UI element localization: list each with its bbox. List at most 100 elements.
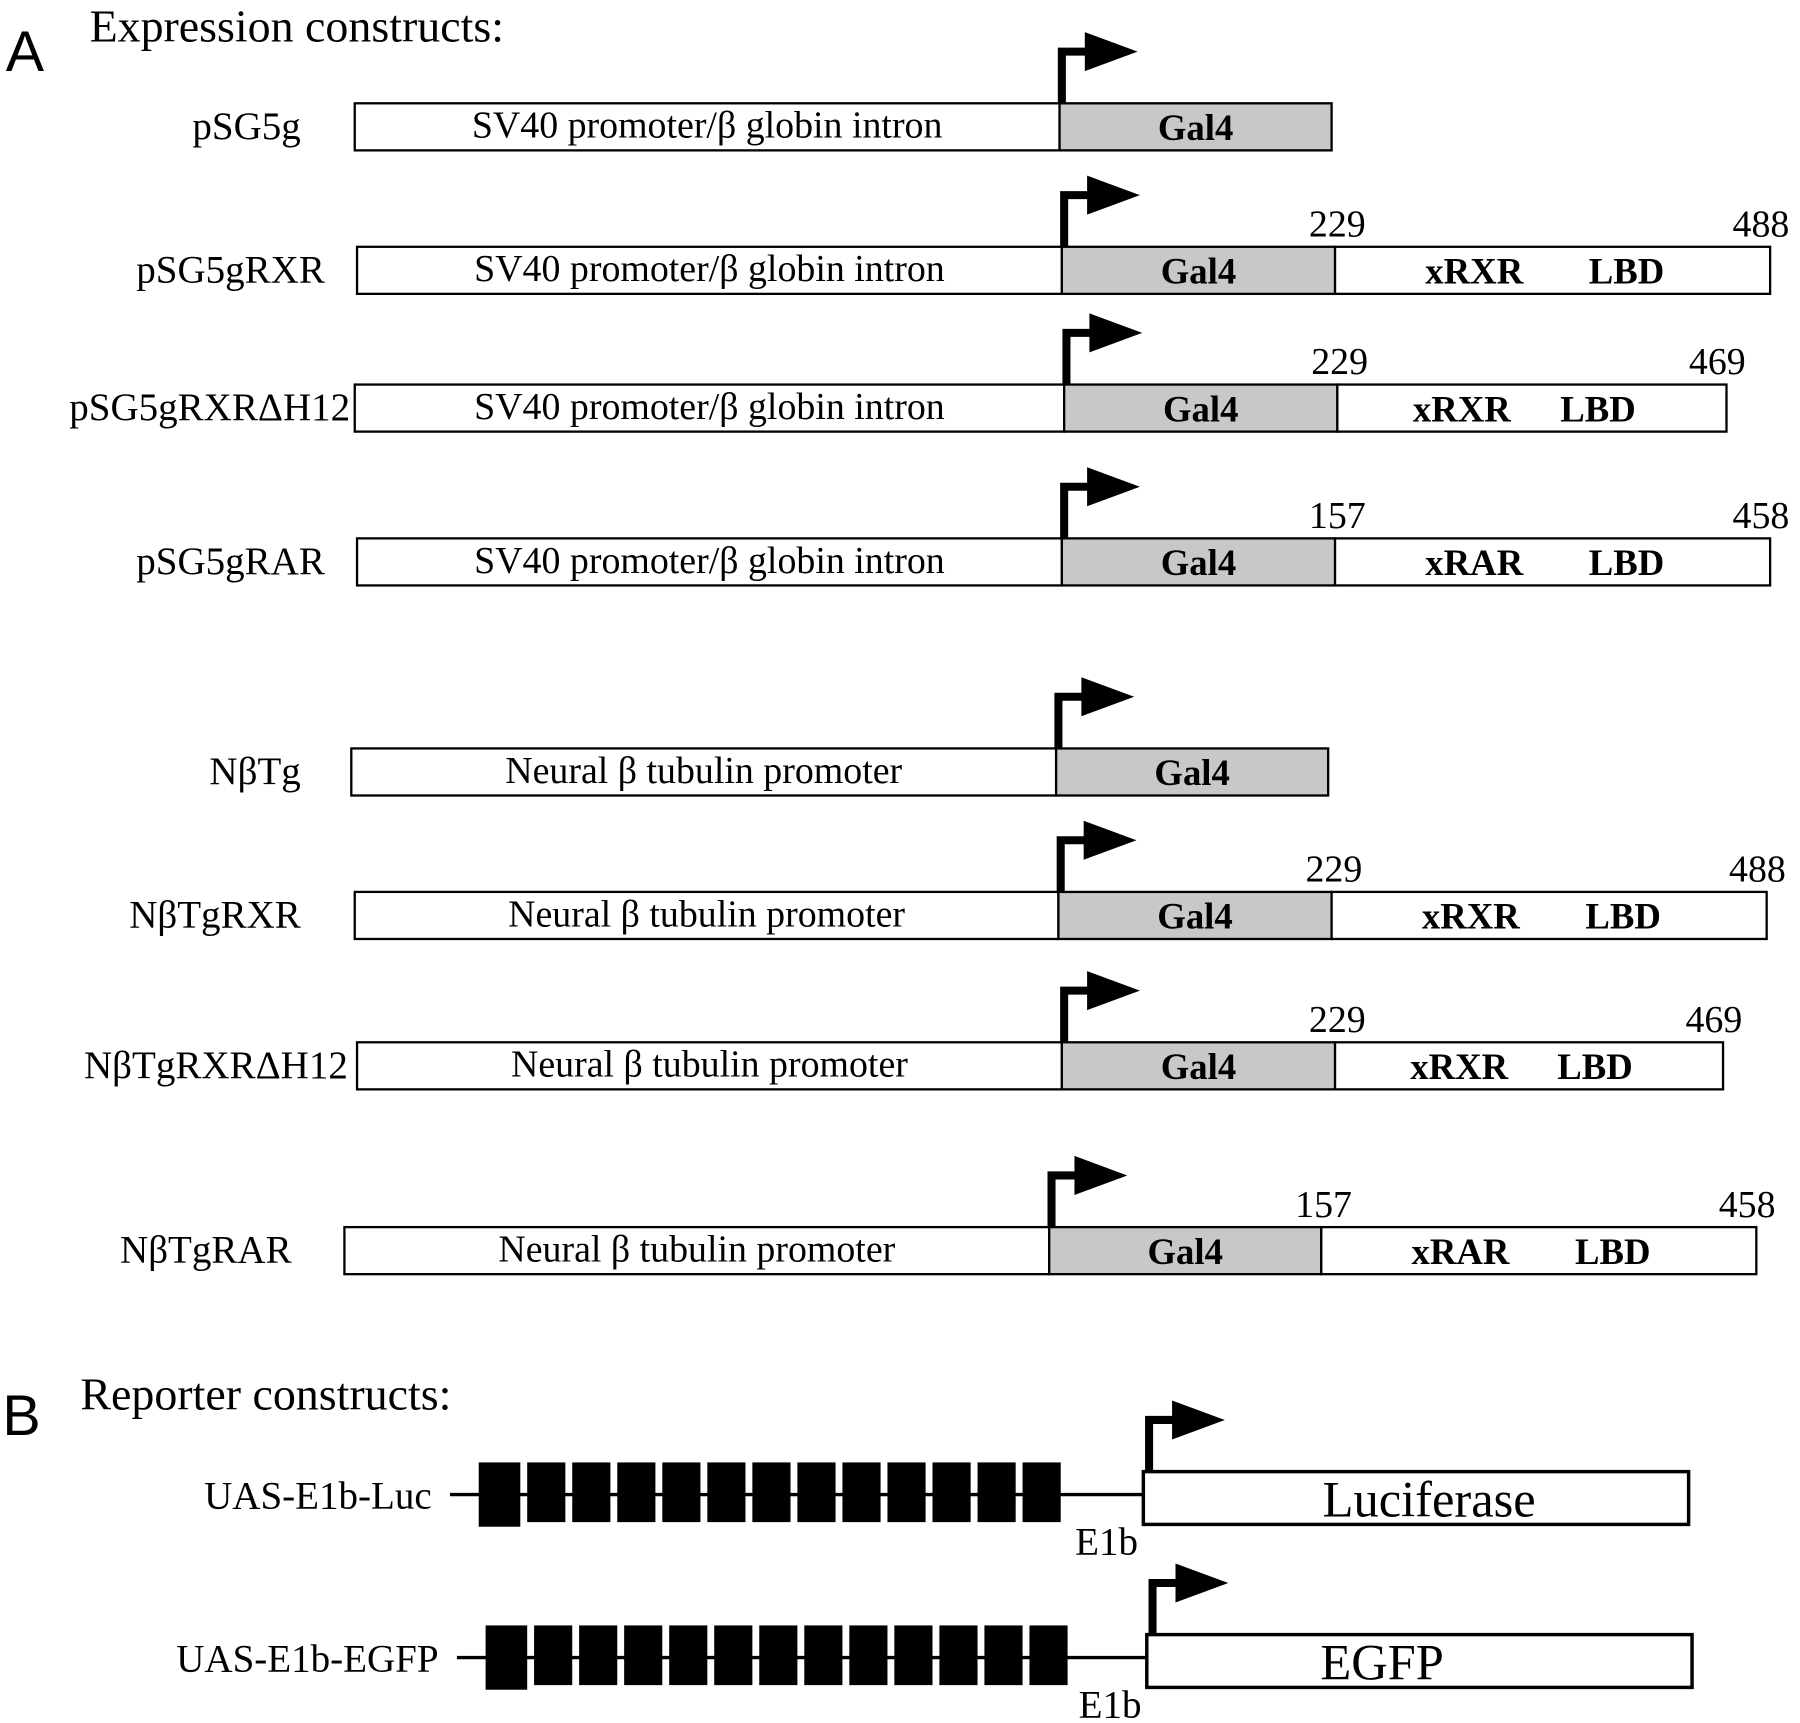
gal4-box [1060, 245, 1337, 296]
uas-element [662, 1462, 701, 1523]
gal4-box [1063, 383, 1339, 433]
uas-element [932, 1462, 971, 1523]
gal4-label: Gal4 [1163, 388, 1238, 429]
uas-element [977, 1462, 1016, 1523]
uas-element [1022, 1462, 1061, 1523]
receptor-label: xRXR [1425, 251, 1523, 292]
construct-name: NβTgRAR [120, 1229, 292, 1272]
promoter-arrow-icon [1056, 836, 1086, 892]
gal4-label: Gal4 [1157, 896, 1232, 937]
promoter-box [355, 537, 1064, 587]
lbd-start-residue: 157 [1309, 495, 1366, 537]
lbd-label: LBD [1585, 896, 1661, 937]
lbd-end-residue: 458 [1719, 1184, 1776, 1226]
construct-row: NβTgRXRΔH12 Neural β tubulin promoter Gal4… [84, 971, 1742, 1091]
gal4-box [1048, 1225, 1323, 1276]
promoter-label: SV40 promoter/β globin intron [474, 248, 945, 290]
receptor-label: xRXR [1422, 896, 1520, 937]
promoter-arrow-icon [1060, 986, 1090, 1043]
lbd-box [1333, 1041, 1725, 1091]
uas-element [894, 1625, 933, 1686]
gal4-label: Gal4 [1161, 251, 1236, 292]
reporter-box [1141, 1469, 1691, 1527]
uas-element [1029, 1625, 1068, 1686]
receptor-label: xRXR [1410, 1046, 1508, 1087]
promoter-arrowhead-icon [1074, 1155, 1128, 1195]
promoter-label: Neural β tubulin promoter [508, 893, 905, 935]
reporter-constructs: UAS-E1b-Luc E1b Luciferase UAS-E1b-EGFP E1b E… [176, 1400, 1694, 1723]
reporter-row: UAS-E1b-EGFP E1b EGFP [176, 1563, 1694, 1723]
promoter-label: SV40 promoter/β globin intron [474, 386, 945, 428]
lbd-box [1330, 890, 1768, 941]
lbd-end-residue: 469 [1689, 341, 1746, 383]
uas-element [617, 1462, 656, 1523]
lbd-label: LBD [1589, 542, 1665, 583]
reporter-name: UAS-E1b-Luc [204, 1474, 432, 1517]
construct-row: pSG5g SV40 promoter/β globin intron Gal4 [192, 32, 1333, 152]
promoter-arrowhead-icon [1084, 32, 1138, 72]
lbd-end-residue: 488 [1733, 203, 1790, 245]
receptor-label: xRXR [1413, 388, 1511, 429]
gal4-label: Gal4 [1161, 1046, 1236, 1087]
promoter-box [350, 747, 1058, 797]
promoter-box [355, 1041, 1064, 1091]
panel-a-heading: Expression constructs: [90, 0, 504, 51]
lbd-start-residue: 229 [1309, 999, 1366, 1041]
construct-name: pSG5g [192, 105, 300, 148]
promoter-arrow-icon [1047, 1171, 1077, 1228]
receptor-label: xRAR [1425, 542, 1523, 583]
promoter-box [353, 890, 1060, 941]
lbd-end-residue: 458 [1733, 495, 1790, 537]
gal4-label: Gal4 [1158, 107, 1233, 148]
lbd-box [1333, 537, 1772, 587]
receptor-label: xRAR [1412, 1231, 1510, 1272]
uas-element [887, 1462, 926, 1523]
construct-name: NβTg [209, 750, 300, 793]
expression-constructs: pSG5g SV40 promoter/β globin intron Gal4pS… [69, 32, 1790, 1276]
promoter-arrowhead-icon [1089, 313, 1143, 353]
panel-b-letter: B [2, 1384, 40, 1448]
e1b-label: E1b [1079, 1683, 1142, 1723]
e1b-label: E1b [1075, 1520, 1138, 1563]
construct-row: pSG5gRXRΔH12 SV40 promoter/β globin intro… [69, 313, 1746, 433]
uas-element [842, 1462, 881, 1523]
promoter-arrow-icon [1057, 47, 1088, 104]
panel-a-letter: A [6, 20, 45, 84]
uas-element [534, 1625, 573, 1686]
lbd-start-residue: 229 [1311, 341, 1368, 383]
uas-element [797, 1462, 836, 1523]
lbd-box [1336, 383, 1728, 433]
gal4-box [1060, 1041, 1337, 1091]
uas-element [752, 1462, 791, 1523]
uas-element [478, 1462, 521, 1527]
lbd-start-residue: 229 [1306, 849, 1363, 891]
reporter-gene-label: Luciferase [1323, 1471, 1536, 1527]
promoter-arrow-icon [1054, 692, 1084, 749]
construct-name: NβTgRXR [129, 894, 301, 937]
lbd-box [1320, 1225, 1758, 1276]
promoter-label: Neural β tubulin promoter [505, 750, 902, 792]
lbd-end-residue: 488 [1729, 849, 1786, 891]
promoter-box [343, 1225, 1051, 1276]
gal4-box [1057, 890, 1333, 941]
gal4-box [1054, 747, 1330, 797]
gal4-box [1058, 102, 1333, 152]
uas-element [669, 1625, 708, 1686]
uas-element [939, 1625, 978, 1686]
construct-row: NβTg Neural β tubulin promoter Gal4 [209, 677, 1330, 797]
gal4-label: Gal4 [1148, 1231, 1223, 1272]
uas-element [707, 1462, 746, 1523]
construct-row: NβTgRAR Neural β tubulin promoter Gal4 xRAR… [120, 1155, 1776, 1276]
lbd-end-residue: 469 [1685, 999, 1742, 1041]
lbd-box [1333, 245, 1772, 296]
construct-row: pSG5gRXR SV40 promoter/β globin intron Gal… [136, 175, 1790, 296]
promoter-arrowhead-icon [1087, 467, 1140, 507]
promoter-arrowhead-icon [1175, 1563, 1229, 1603]
promoter-label: SV40 promoter/β globin intron [472, 105, 943, 147]
reporter-name: UAS-E1b-EGFP [176, 1637, 438, 1680]
construct-name: pSG5gRAR [136, 540, 325, 583]
uas-element [572, 1462, 611, 1523]
lbd-label: LBD [1560, 388, 1636, 429]
lbd-start-residue: 157 [1295, 1184, 1352, 1226]
